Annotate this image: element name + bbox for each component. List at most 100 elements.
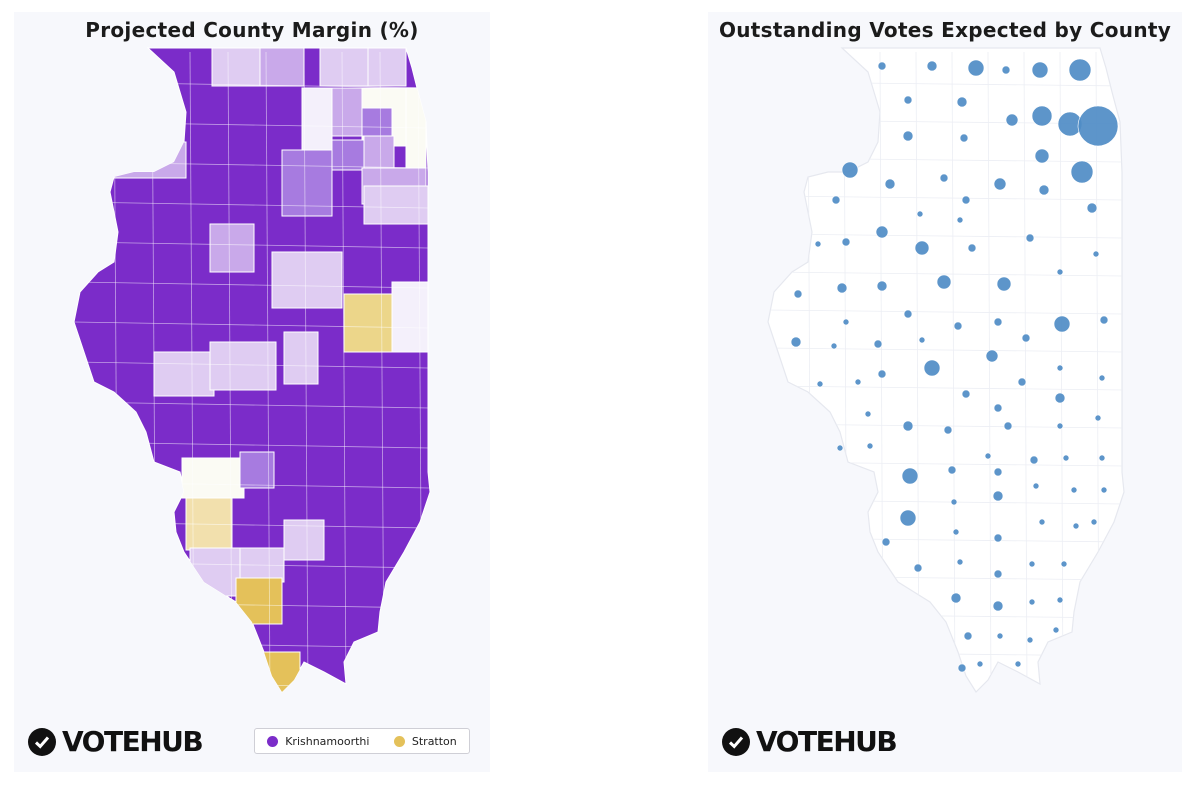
county-vote-bubble <box>793 289 803 299</box>
county-vote-bubble <box>1032 482 1040 490</box>
county-shade <box>405 87 427 179</box>
outstanding-votes-title: Outstanding Votes Expected by County <box>718 18 1172 42</box>
county-vote-bubble <box>1028 598 1036 606</box>
county-vote-bubble <box>913 563 923 573</box>
county-vote-bubble <box>816 380 824 388</box>
county-vote-bubble <box>902 420 914 432</box>
county-vote-bubble <box>952 528 960 536</box>
county-vote-bubble <box>996 632 1004 640</box>
county-vote-bubble <box>875 225 889 239</box>
county-vote-bubble <box>992 490 1004 502</box>
county-boundary <box>74 241 430 249</box>
county-vote-bubble <box>836 282 848 294</box>
county-vote-bubble <box>836 444 844 452</box>
votehub-logo: VOTEHUB <box>28 725 204 758</box>
county-vote-bubble <box>841 237 851 247</box>
county-vote-bubble <box>830 342 838 350</box>
county-vote-bubble <box>976 660 984 668</box>
county-vote-bubble <box>1056 268 1064 276</box>
legend-swatch-stratton <box>393 735 405 747</box>
county-vote-bubble <box>899 509 917 527</box>
county-vote-bubble <box>914 240 930 256</box>
county-vote-bubble <box>967 59 985 77</box>
county-vote-bubble <box>923 359 941 377</box>
county-vote-bubble <box>1053 315 1071 333</box>
county-shade <box>301 87 333 151</box>
county-vote-bubble <box>1077 105 1119 147</box>
county-shade <box>343 293 395 353</box>
county-vote-bubble <box>903 309 913 319</box>
county-vote-bubble <box>947 465 957 475</box>
county-boundary <box>74 201 430 209</box>
county-vote-bubble <box>790 336 802 348</box>
county-vote-bubble <box>1086 202 1098 214</box>
county-vote-bubble <box>957 663 967 673</box>
county-vote-bubble <box>953 321 963 331</box>
county-vote-bubble <box>1034 148 1050 164</box>
county-shade <box>209 341 277 391</box>
county-shade <box>189 547 243 597</box>
county-vote-bubble <box>841 161 859 179</box>
county-vote-bubble <box>1001 65 1011 75</box>
county-vote-bubble <box>1092 250 1100 258</box>
county-vote-bubble <box>1031 61 1049 79</box>
logo-text-right: VOTEHUB <box>756 725 898 758</box>
county-vote-bubble <box>1038 518 1046 526</box>
county-vote-bubble <box>984 452 992 460</box>
votehub-logo-right: VOTEHUB <box>722 725 898 758</box>
county-vote-bubble <box>1021 333 1031 343</box>
county-vote-bubble <box>1094 414 1102 422</box>
county-shade <box>363 185 429 225</box>
county-vote-bubble <box>877 61 887 71</box>
county-vote-bubble <box>842 318 850 326</box>
county-shade <box>235 577 283 625</box>
county-shade <box>367 48 407 87</box>
county-boundary <box>265 51 271 692</box>
county-boundary <box>74 361 430 369</box>
county-vote-bubble <box>1090 518 1098 526</box>
county-boundary <box>74 641 430 649</box>
county-shade <box>319 48 369 87</box>
county-vote-bubble <box>1038 184 1050 196</box>
county-vote-bubble <box>1054 392 1066 404</box>
county-vote-bubble <box>1056 422 1064 430</box>
legend-item-krishnamoorthi: Krishnamoorthi <box>267 735 369 748</box>
county-shade <box>361 107 393 137</box>
county-vote-bubble <box>1060 560 1068 568</box>
county-boundary <box>379 51 385 692</box>
legend-label-krishnamoorthi: Krishnamoorthi <box>285 734 370 748</box>
outstanding-votes-map <box>767 47 1125 693</box>
margin-map-title: Projected County Margin (%) <box>85 18 419 42</box>
map-legend: Krishnamoorthi Stratton <box>254 728 470 754</box>
county-vote-bubble <box>876 280 888 292</box>
county-vote-bubble <box>956 216 964 224</box>
county-vote-bubble <box>993 177 1007 191</box>
county-vote-bubble <box>967 243 977 253</box>
checkmark-icon <box>28 727 56 756</box>
checkmark-icon-right <box>722 727 750 756</box>
county-vote-bubble <box>956 96 968 108</box>
county-shade <box>153 351 215 397</box>
county-vote-bubble <box>956 558 964 566</box>
county-shade <box>209 223 255 273</box>
county-vote-bubble <box>901 467 919 485</box>
county-vote-bubble <box>963 631 973 641</box>
margin-map-panel: Projected County Margin (%) VOTEHUB Kris… <box>14 12 490 772</box>
county-vote-bubble <box>902 130 914 142</box>
county-vote-bubble <box>992 600 1004 612</box>
county-vote-bubble <box>1100 486 1108 494</box>
county-vote-bubble <box>943 425 953 435</box>
county-vote-bubble <box>1070 160 1094 184</box>
county-boundary <box>74 281 430 289</box>
county-margin-map <box>73 47 431 693</box>
county-vote-bubble <box>950 592 962 604</box>
county-vote-bubble <box>985 349 999 363</box>
county-shade <box>363 135 395 169</box>
county-vote-bubble <box>1062 454 1070 462</box>
county-shade <box>211 48 261 87</box>
outstanding-votes-panel: Outstanding Votes Expected by County VOT… <box>708 12 1182 772</box>
county-vote-bubble <box>831 195 841 205</box>
county-shade <box>181 457 245 499</box>
county-vote-bubble <box>854 378 862 386</box>
county-vote-bubble <box>918 336 926 344</box>
